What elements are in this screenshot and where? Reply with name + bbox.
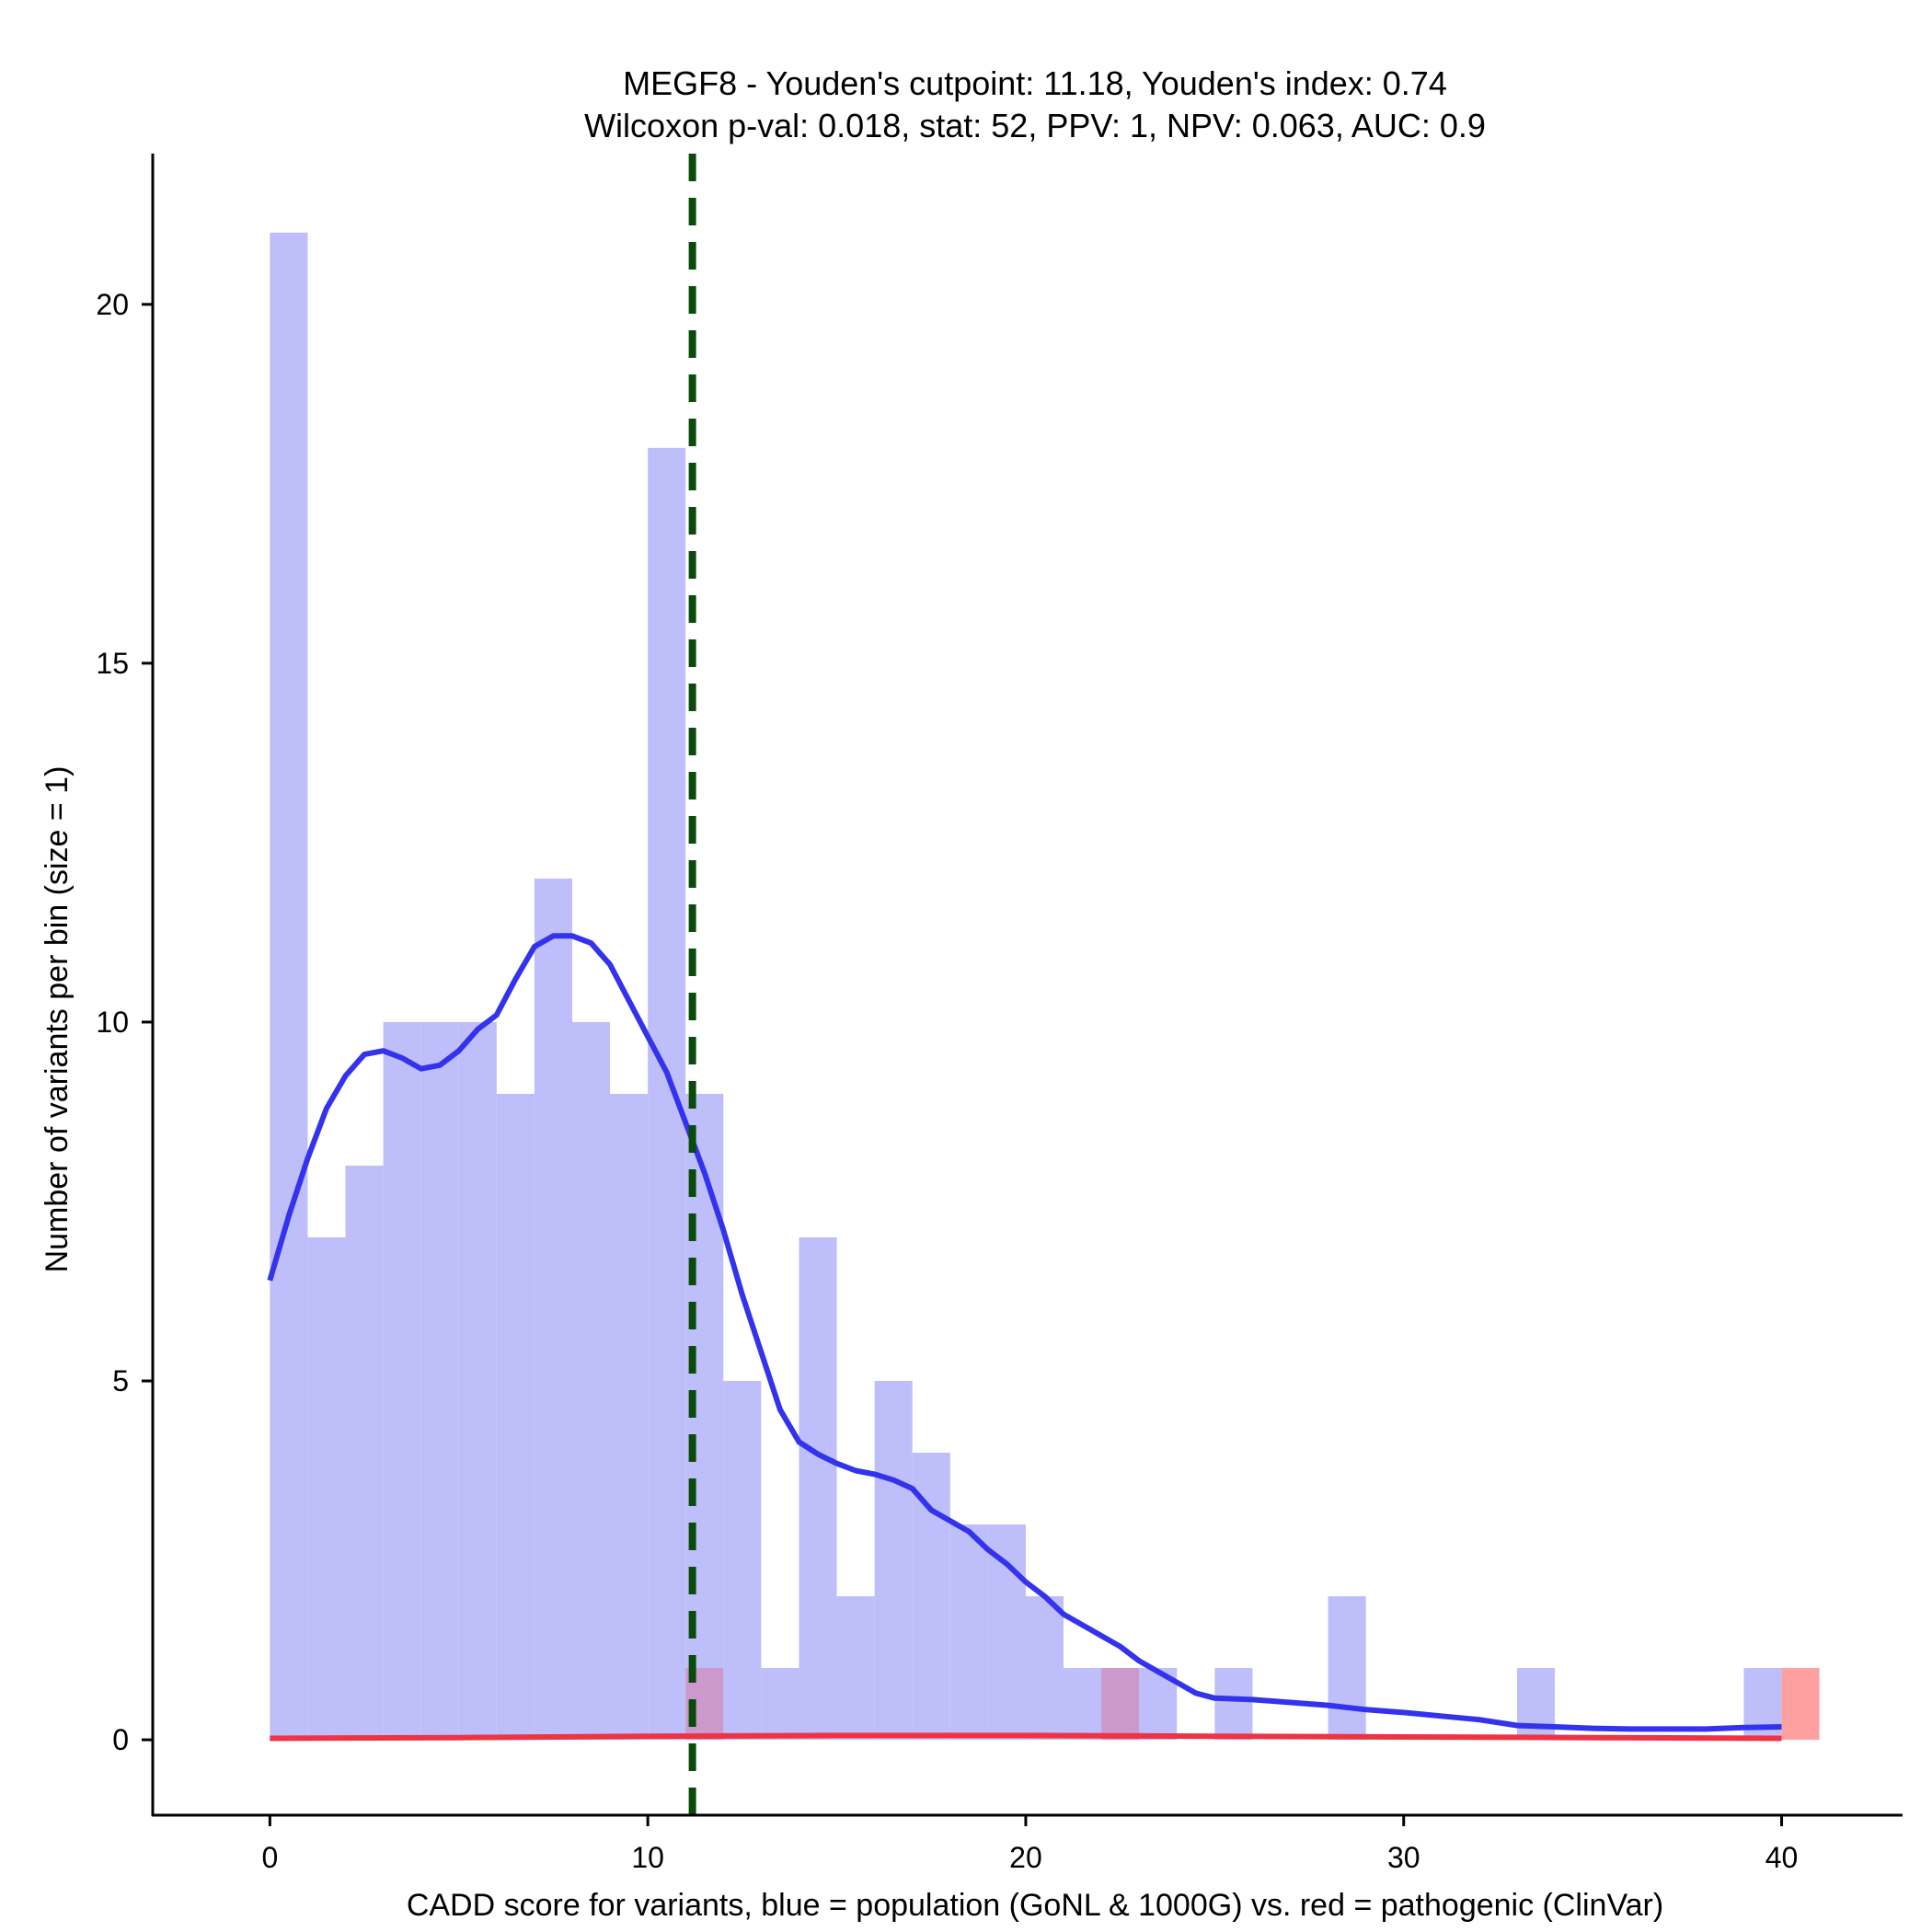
population-density-line: [267, 933, 1782, 1732]
population-bar: [307, 1236, 346, 1741]
population-bar: [534, 878, 572, 1741]
y-tick-label: 5: [112, 1364, 129, 1397]
population-bar: [610, 1093, 649, 1741]
population-bar: [383, 1021, 421, 1741]
population-bar: [912, 1453, 950, 1741]
x-tick-label: 10: [631, 1841, 664, 1874]
population-bar: [458, 1021, 497, 1741]
population-bar: [496, 1093, 535, 1741]
population-bar: [987, 1524, 1026, 1741]
population-bar: [1025, 1596, 1064, 1741]
pathogenic-density-line: [270, 1732, 1782, 1742]
y-axis-ticks: 0 5 10 15 20: [96, 288, 153, 1756]
population-bar: [874, 1381, 913, 1741]
x-tick-label: 40: [1765, 1841, 1799, 1874]
population-bar: [648, 447, 686, 1741]
population-bar: [1064, 1668, 1102, 1741]
population-bar: [345, 1165, 384, 1741]
population-bar: [836, 1596, 875, 1741]
population-bar: [799, 1236, 837, 1741]
y-tick-label: 20: [96, 288, 129, 321]
y-tick-label: 15: [96, 647, 129, 680]
y-tick-label: 0: [112, 1723, 129, 1756]
population-bar: [1214, 1668, 1253, 1741]
y-axis-title: Number of variants per bin (size = 1): [40, 766, 75, 1273]
y-tick-label: 10: [96, 1006, 129, 1039]
pathogenic-bar: [1781, 1668, 1820, 1741]
histogram-bars: [270, 232, 1820, 1741]
chart-title-line2: Wilcoxon p-val: 0.018, stat: 52, PPV: 1,…: [584, 107, 1486, 144]
population-bar: [1328, 1596, 1366, 1741]
density-curves: [267, 933, 1782, 1742]
x-tick-label: 0: [261, 1841, 278, 1874]
x-tick-label: 30: [1387, 1841, 1420, 1874]
x-axis-ticks: 0 10 20 30 40: [261, 1815, 1798, 1874]
population-bar: [761, 1668, 799, 1741]
axes: [151, 154, 1903, 1817]
population-bar: [270, 232, 308, 1741]
population-bar: [420, 1021, 459, 1741]
chart-title-line1: MEGF8 - Youden's cutpoint: 11.18, Youden…: [623, 64, 1447, 102]
population-bar: [949, 1524, 988, 1741]
x-axis-title: CADD score for variants, blue = populati…: [407, 1888, 1663, 1923]
population-bar: [571, 1021, 611, 1741]
population-bar: [723, 1381, 762, 1741]
pathogenic-bar: [1101, 1668, 1140, 1741]
x-tick-label: 20: [1009, 1841, 1042, 1874]
